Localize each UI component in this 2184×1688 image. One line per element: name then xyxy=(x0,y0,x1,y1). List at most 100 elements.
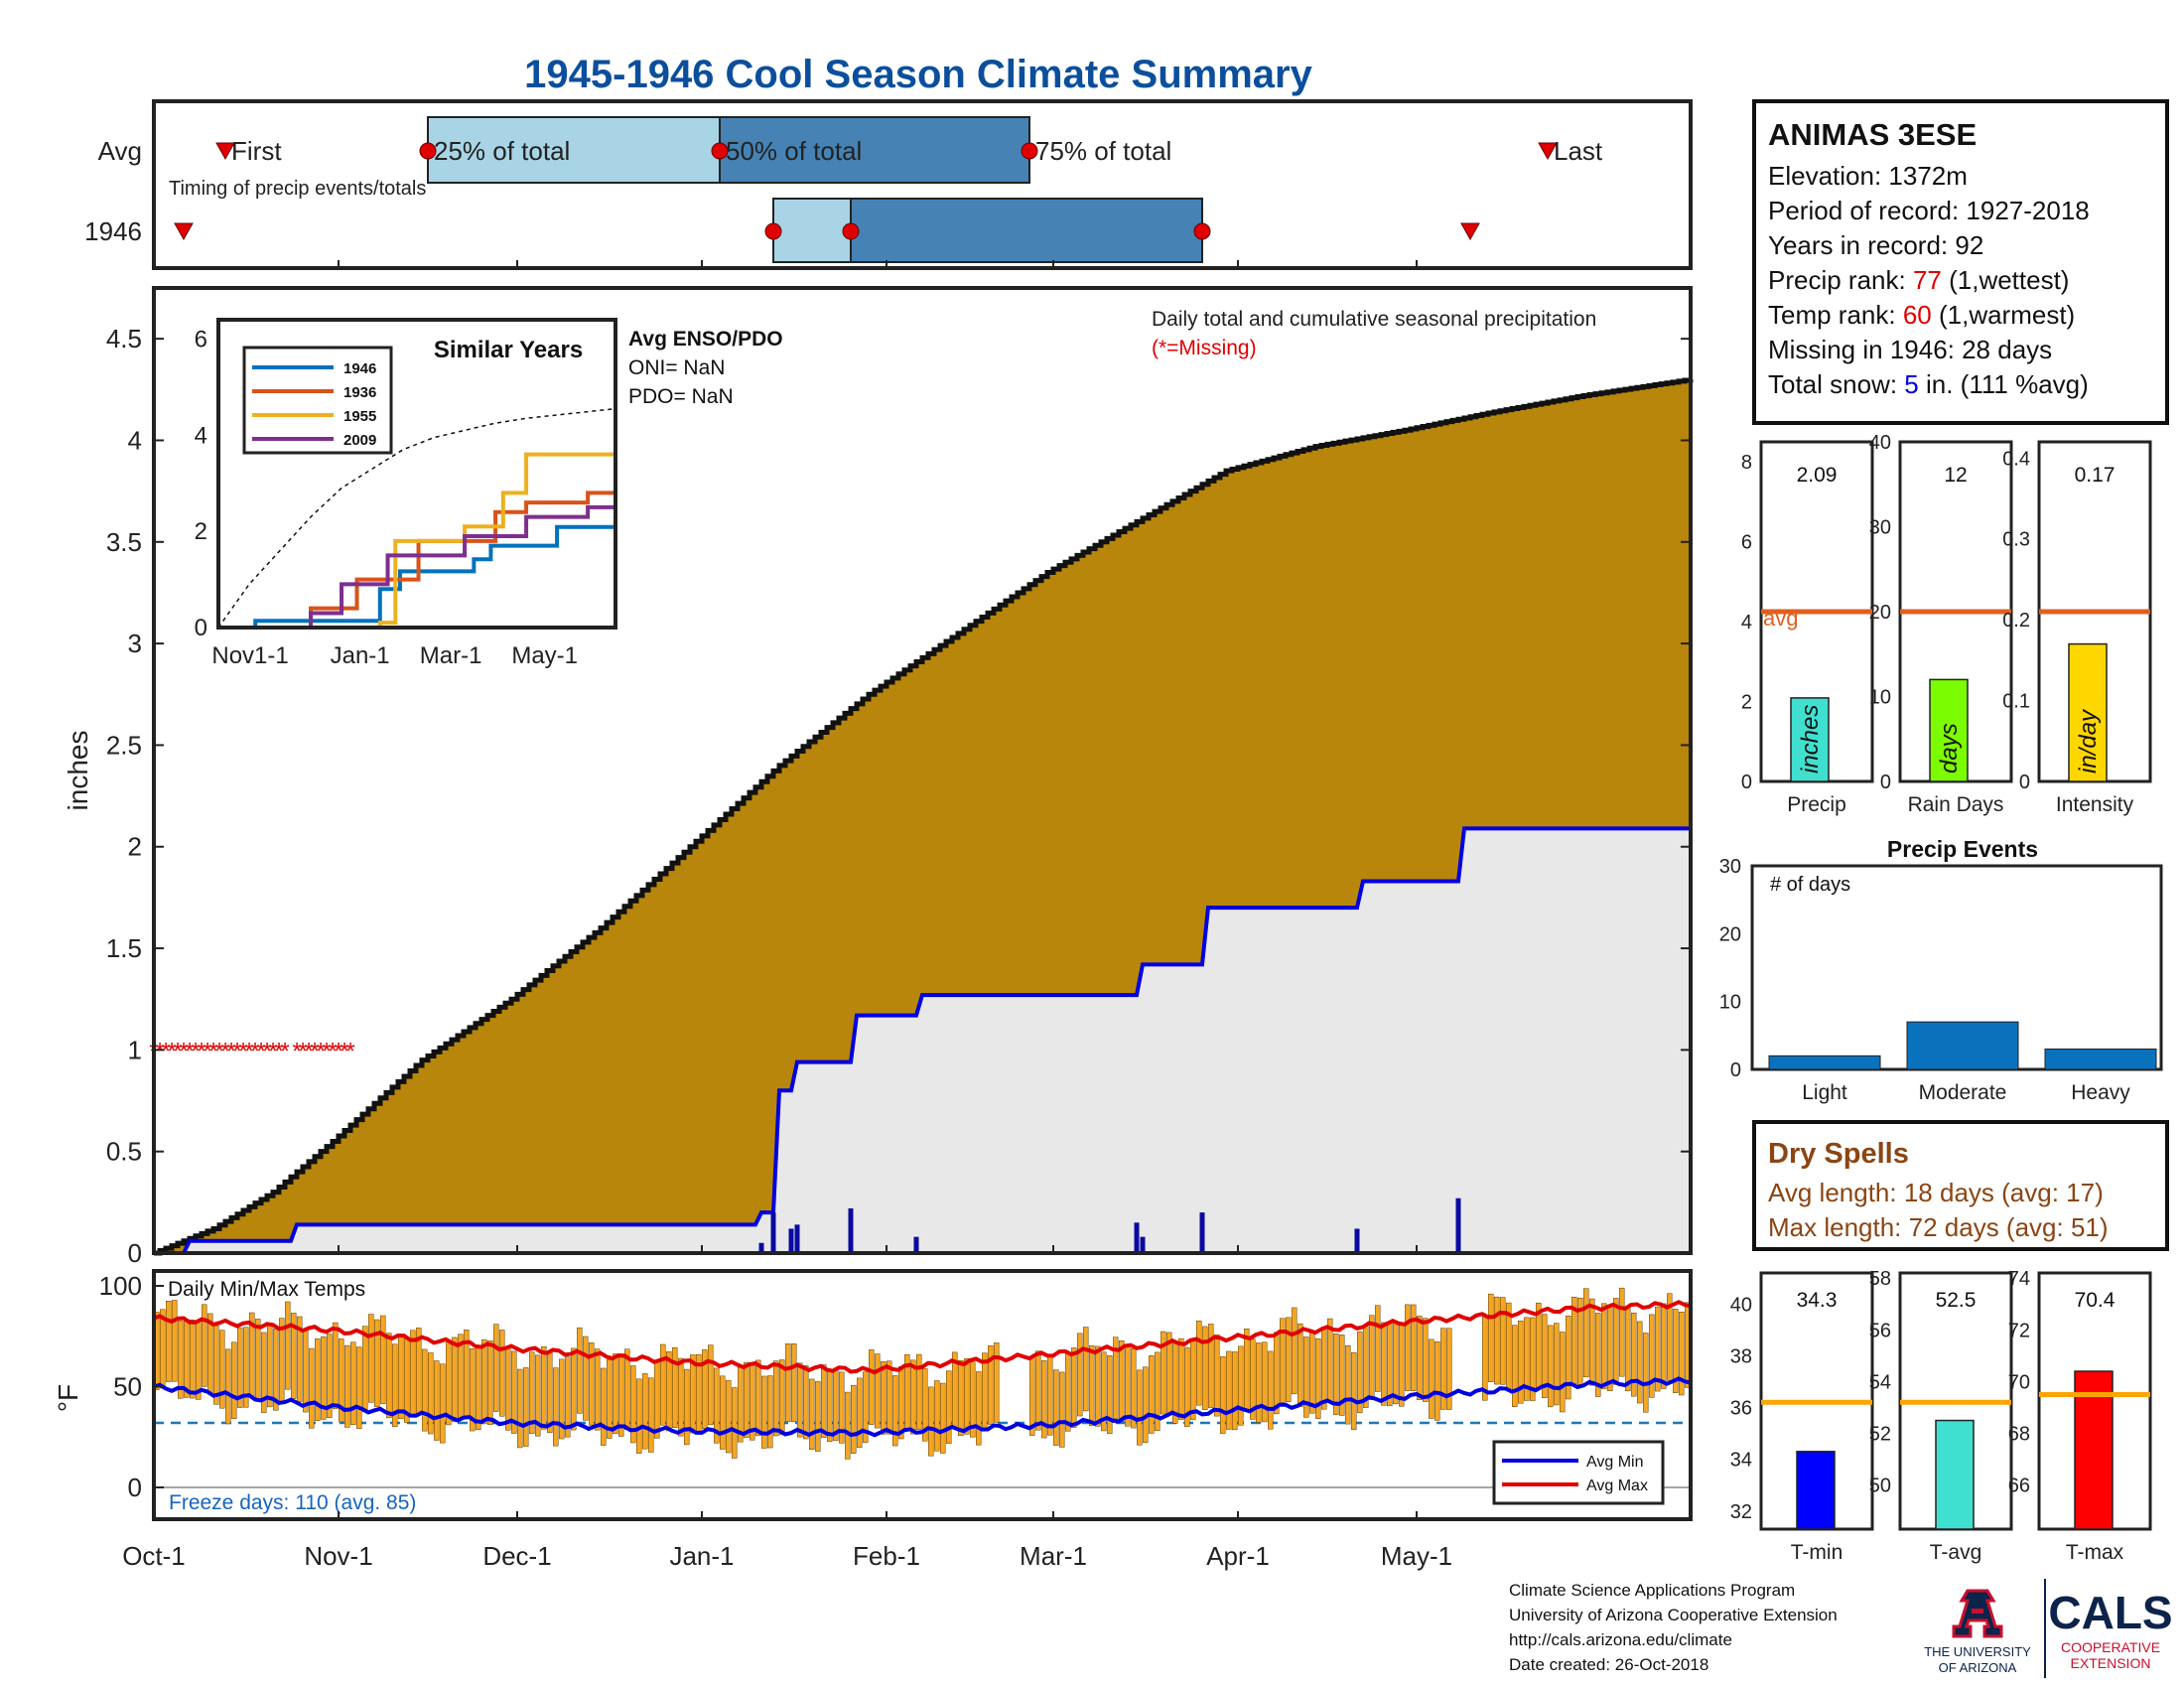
daily-temp-bar xyxy=(470,1348,476,1432)
daily-temp-bar xyxy=(928,1386,934,1457)
daily-temp-bar xyxy=(863,1371,869,1443)
precip-ytick: 4.5 xyxy=(106,324,142,353)
daily-temp-bar xyxy=(1220,1356,1226,1435)
daily-temp-bar xyxy=(1333,1334,1339,1415)
precip-rank-note: (1,wettest) xyxy=(1942,265,2070,295)
daily-temp-bar xyxy=(440,1363,446,1444)
timing-label-25: 25% of total xyxy=(434,136,570,166)
daily-temp-bar xyxy=(368,1314,374,1403)
avg-first-marker xyxy=(215,142,235,161)
temp-bar-name: T-max xyxy=(2066,1541,2124,1564)
daily-temp-bar xyxy=(476,1346,481,1430)
inset-xtick: May-1 xyxy=(511,642,578,669)
daily-temp-bar xyxy=(1530,1317,1536,1401)
daily-temp-bar xyxy=(958,1359,964,1436)
daily-temp-bar xyxy=(779,1359,785,1436)
temp-bar-ytick: 38 xyxy=(1730,1345,1752,1367)
temp-bar-value: 34.3 xyxy=(1797,1289,1838,1312)
daily-temp-bar xyxy=(1429,1338,1434,1419)
precip-panel: *********************** ********** 0 0.5 1 1… xyxy=(63,286,1694,1268)
inset-ytick: 0 xyxy=(195,615,207,641)
daily-temp-bar xyxy=(523,1367,529,1447)
daily-temp-bar xyxy=(291,1313,297,1399)
missing-marker: * xyxy=(268,1038,277,1064)
page-title: 1945-1946 Cool Season Climate Summary xyxy=(524,53,1312,96)
daily-precip-bar xyxy=(758,1242,764,1253)
daily-temp-bar xyxy=(827,1369,833,1443)
daily-temp-bar xyxy=(446,1340,452,1426)
inset-frame xyxy=(216,318,617,630)
daily-temp-bar xyxy=(1077,1333,1083,1417)
dry-spells-box: Dry Spells Avg length: 18 days (avg: 17)… xyxy=(1752,1120,2169,1251)
precip-events-title: Precip Events xyxy=(1887,836,2038,862)
daily-temp-bar xyxy=(1494,1296,1500,1385)
daily-temp-bar xyxy=(1446,1328,1452,1410)
daily-temp-bar xyxy=(803,1365,809,1440)
daily-temp-bar xyxy=(1232,1351,1238,1431)
events-ytick: 10 xyxy=(1719,992,1741,1014)
daily-temp-bar xyxy=(279,1318,285,1403)
month-label: Oct-1 xyxy=(122,1541,186,1571)
daily-temp-bar xyxy=(1399,1324,1405,1407)
daily-temp-bar xyxy=(1363,1325,1369,1408)
temp-frame xyxy=(152,1269,1693,1521)
mini-bar-0 xyxy=(1790,697,1830,782)
daily-temp-bar xyxy=(1357,1332,1363,1414)
inset-series-1936 xyxy=(218,478,617,630)
missing-marker: * xyxy=(340,1038,348,1064)
events-category: Heavy xyxy=(2071,1081,2130,1104)
daily-temp-bar xyxy=(869,1349,875,1425)
daily-temp-bar xyxy=(309,1347,315,1429)
mini-name: Precip xyxy=(1787,793,1846,816)
missing-marker: * xyxy=(167,1038,176,1064)
footer-university: University of Arizona Cooperative Extens… xyxy=(1509,1606,1838,1624)
precip-events-bars: 0 10 20 30 Light Moderate Heavy xyxy=(1719,856,2157,1104)
temp-data-layer xyxy=(153,1287,1692,1488)
dry-spells-title: Dry Spells xyxy=(1768,1138,1909,1170)
mini-ytick: 0.1 xyxy=(2002,691,2030,713)
daily-temp-bar xyxy=(261,1332,267,1413)
missing-marker: * xyxy=(256,1038,265,1064)
daily-temp-bar xyxy=(511,1350,517,1434)
station-name: ANIMAS 3ESE xyxy=(1768,117,1977,152)
daily-temp-bar xyxy=(1292,1307,1297,1395)
station-box: ANIMAS 3ESE Elevation: 1372m Period of r… xyxy=(1752,99,2169,425)
daily-temp-bar xyxy=(398,1334,404,1420)
daily-temp-bar xyxy=(392,1343,398,1427)
mini-ytick: 4 xyxy=(1741,612,1752,633)
daily-temp-bar xyxy=(1280,1318,1286,1403)
mini-unit: inches xyxy=(1797,705,1824,774)
daily-temp-bar xyxy=(857,1377,863,1448)
avg-q2-box xyxy=(719,116,1030,184)
inset-ytick: 4 xyxy=(195,422,207,449)
daily-temp-bar xyxy=(1149,1355,1155,1434)
precip-ytick: 1 xyxy=(128,1035,142,1064)
daily-temp-bar xyxy=(559,1358,565,1440)
missing-marker: * xyxy=(214,1038,223,1064)
daily-precip-bar xyxy=(848,1207,854,1253)
inset-series-1946 xyxy=(218,521,617,630)
daily-temp-bar xyxy=(702,1349,708,1430)
daily-temp-bar xyxy=(577,1327,583,1414)
mini-ytick: 0 xyxy=(1741,772,1752,793)
temp-bar-value: 52.5 xyxy=(1936,1289,1977,1312)
ua-name-2: OF ARIZONA xyxy=(1939,1660,2017,1675)
daily-temp-bar xyxy=(1423,1318,1429,1402)
inset-legend xyxy=(242,346,393,455)
daily-temp-bar xyxy=(1035,1350,1041,1431)
daily-temp-bar xyxy=(243,1327,249,1408)
daily-temp-bar xyxy=(1583,1288,1589,1378)
footer-date: Date created: 26-Oct-2018 xyxy=(1509,1655,1708,1674)
daily-temp-bar xyxy=(839,1371,845,1444)
avg-q1-box xyxy=(427,116,721,184)
temp-bar-ytick: 68 xyxy=(2008,1424,2030,1446)
daily-temp-bar xyxy=(678,1357,684,1437)
daily-temp-bar xyxy=(1625,1306,1631,1392)
temp-bar-ytick: 50 xyxy=(1869,1476,1891,1497)
daily-temp-bar xyxy=(315,1338,321,1422)
missing-marker: * xyxy=(280,1038,289,1064)
daily-temp-bar xyxy=(1548,1325,1554,1408)
footer-url[interactable]: http://cals.arizona.edu/climate xyxy=(1509,1630,1732,1649)
freeze-days: Freeze days: 110 (avg. 85) xyxy=(169,1491,416,1514)
